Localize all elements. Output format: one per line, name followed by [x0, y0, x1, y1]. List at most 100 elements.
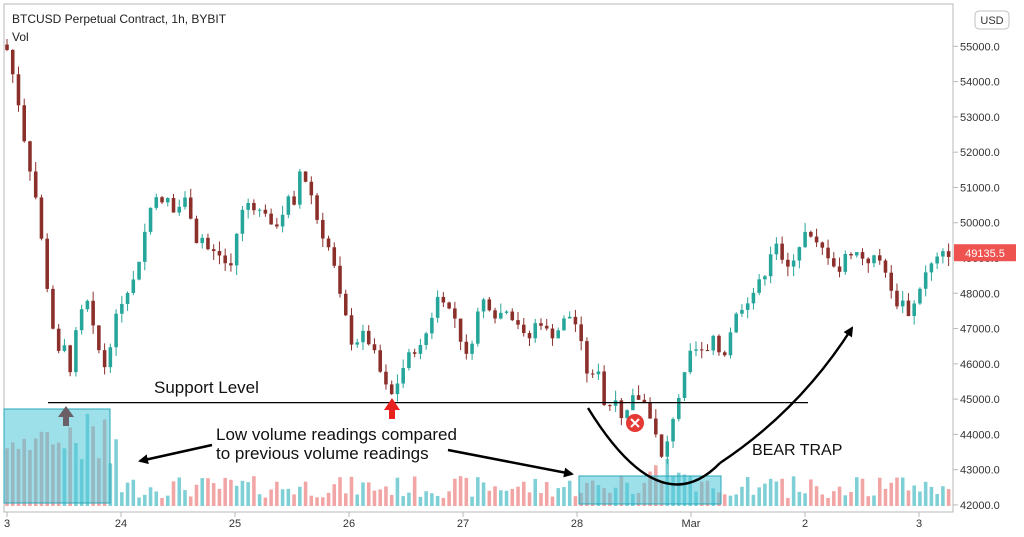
candle-body [424, 333, 428, 345]
candle-body [849, 253, 853, 256]
volume-bar [763, 483, 767, 506]
candle-body [567, 316, 572, 319]
candle-body [51, 288, 55, 329]
candle-body [407, 352, 411, 369]
candle-body [745, 303, 750, 310]
candle-body [556, 330, 560, 339]
candle-body [79, 309, 84, 331]
y-tick-label: 50000.0 [960, 218, 1000, 230]
candle-body [269, 213, 273, 225]
volume-bar [183, 490, 187, 506]
price-axis: 55000.0 54000.0 53000.0 52000.0 51000.0 50000… [953, 41, 1000, 512]
candle-body [177, 206, 182, 213]
candle-body [418, 344, 423, 354]
candle-body [326, 238, 331, 248]
candles [5, 39, 951, 465]
candle-body [97, 325, 101, 351]
candle-body [602, 371, 606, 406]
volume-bar [171, 481, 176, 506]
candle-body [321, 219, 325, 239]
candle-body [102, 350, 107, 368]
candle-body [252, 202, 256, 211]
volume-bar [814, 486, 819, 506]
candle-body [39, 197, 44, 239]
support-level-label: Support Level [154, 378, 259, 397]
x-tick-label: 28 [571, 518, 583, 530]
y-tick-label: 54000.0 [960, 77, 1000, 89]
candle-body [665, 441, 670, 457]
candle-body [912, 303, 916, 317]
candle-body [648, 402, 652, 419]
candle-body [62, 345, 67, 351]
volume-bar [464, 477, 469, 506]
volume-bar [895, 477, 899, 506]
candle-body [114, 313, 118, 348]
volume-bar [872, 495, 876, 506]
y-tick-label: 44000.0 [960, 429, 1000, 441]
candle-body [585, 341, 589, 374]
y-tick-label: 52000.0 [960, 147, 1000, 159]
candle-body [194, 218, 199, 244]
candle-body [131, 279, 136, 293]
candle-body [481, 299, 486, 312]
volume-bar [401, 496, 405, 506]
x-tick-label: 3 [916, 518, 922, 530]
candle-body [516, 320, 520, 325]
volume-bar [527, 492, 532, 506]
candle-body [562, 318, 566, 331]
candle-body [676, 397, 681, 419]
currency-button[interactable]: USD [974, 10, 1010, 30]
y-tick-label: 43000.0 [960, 465, 1000, 477]
candle-body [533, 323, 538, 339]
volume-bar [246, 482, 250, 506]
volume-bar [722, 494, 727, 506]
volume-bar [803, 493, 807, 506]
candle-body [343, 293, 348, 316]
volume-bar [234, 485, 239, 506]
volume-bar [206, 478, 210, 506]
candle-body [900, 300, 905, 307]
volume-bar [125, 482, 130, 506]
volume-bar [315, 497, 319, 506]
volume-bar [860, 478, 865, 506]
volume-bar [154, 491, 159, 506]
volume-bar [120, 492, 124, 506]
low-volume-text-line1: Low volume readings compared [216, 425, 457, 444]
candle-body [217, 251, 222, 256]
volume-bar [918, 491, 922, 506]
volume-bar [923, 481, 928, 506]
candle-body [671, 418, 675, 442]
volume-bar [137, 497, 141, 506]
volume-bar [292, 494, 296, 506]
volume-bar [240, 480, 245, 506]
volume-bar [229, 479, 233, 506]
candle-body [573, 316, 578, 325]
candle-body [45, 238, 49, 289]
candle-body [854, 252, 859, 256]
candle-body [338, 265, 342, 294]
candle-body [521, 324, 526, 334]
candle-body [590, 373, 595, 375]
candle-body [56, 328, 61, 351]
x-tick-label: Mar [682, 518, 701, 530]
volume-bar [854, 477, 859, 506]
candle-body [797, 247, 802, 261]
candle-body [183, 197, 187, 207]
volume-bar [740, 486, 744, 506]
volume-bar [774, 481, 779, 506]
candle-body [10, 49, 15, 75]
candle-body [539, 323, 543, 326]
candle-body [430, 317, 434, 334]
volume-bar [338, 477, 342, 506]
y-tick-label: 47000.0 [960, 324, 1000, 336]
candle-body [229, 263, 233, 266]
volume-bar [573, 496, 578, 506]
volume-bar [780, 478, 784, 506]
candle-body [699, 349, 704, 351]
x-tick-label: 2 [802, 518, 808, 530]
y-tick-label: 48000.0 [960, 288, 1000, 300]
candle-body [814, 236, 819, 243]
volume-bar [550, 496, 555, 506]
candle-body [22, 105, 27, 142]
candle-body [929, 263, 934, 273]
